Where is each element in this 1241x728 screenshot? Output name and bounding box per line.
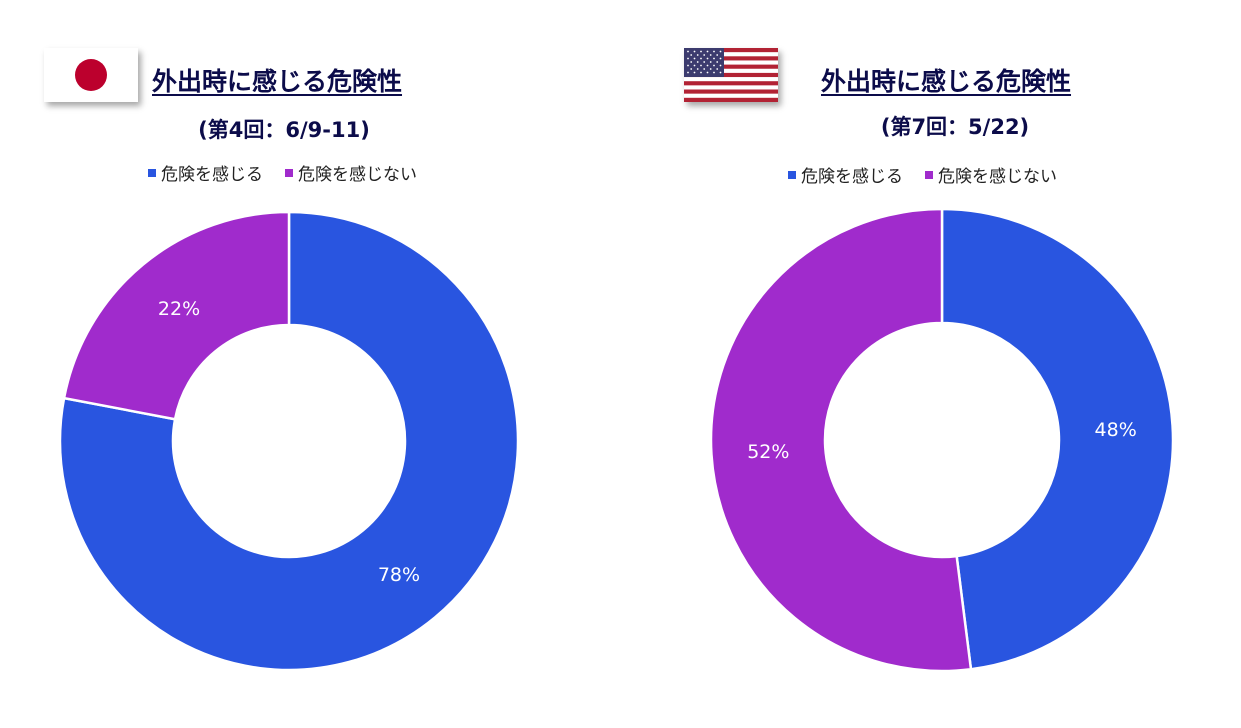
legend-item-danger: 危険を感じる xyxy=(788,162,903,187)
donut-slice-0 xyxy=(58,210,520,672)
usa-flag-icon xyxy=(684,48,778,102)
donut-slice-1 xyxy=(62,210,291,421)
donut-slice-0 xyxy=(940,207,1175,671)
legend-label: 危険を感じる xyxy=(161,165,263,185)
legend-swatch-no-danger xyxy=(925,170,933,179)
legend: 危険を感じる 危険を感じない xyxy=(148,160,417,185)
legend-label: 危険を感じない xyxy=(938,167,1057,187)
slice-data-label: 52% xyxy=(747,441,789,463)
donut-slice-1 xyxy=(709,207,973,673)
chart-title: 外出時に感じる危険性 xyxy=(152,67,403,96)
slice-data-label: 22% xyxy=(158,298,200,320)
legend-swatch-danger xyxy=(788,170,796,179)
slice-data-label: 78% xyxy=(378,564,420,586)
legend-item-danger: 危険を感じる xyxy=(148,160,263,185)
legend-label: 危険を感じる xyxy=(801,167,903,187)
donut-chart-japan: 78% 22% xyxy=(58,210,520,672)
chart-subtitle: (第4回：6/9-11) xyxy=(198,118,370,142)
chart-panel-japan: 外出時に感じる危険性 (第4回：6/9-11) 危険を感じる 危険を感じない 7… xyxy=(0,0,620,728)
chart-title: 外出時に感じる危険性 xyxy=(821,67,1072,96)
legend-item-no-danger: 危険を感じない xyxy=(925,162,1057,187)
chart-panel-usa: 外出時に感じる危険性 (第7回：5/22) 危険を感じる 危険を感じない 48%… xyxy=(620,0,1240,728)
donut-chart-usa: 48% 52% xyxy=(709,207,1175,673)
legend-label: 危険を感じない xyxy=(298,165,417,185)
legend-item-no-danger: 危険を感じない xyxy=(285,160,417,185)
chart-subtitle: (第7回：5/22) xyxy=(880,115,1030,139)
legend-swatch-danger xyxy=(148,168,156,177)
legend-swatch-no-danger xyxy=(285,168,293,177)
japan-flag-icon xyxy=(44,48,138,102)
slice-data-label: 48% xyxy=(1095,419,1137,441)
legend: 危険を感じる 危険を感じない xyxy=(788,162,1057,187)
